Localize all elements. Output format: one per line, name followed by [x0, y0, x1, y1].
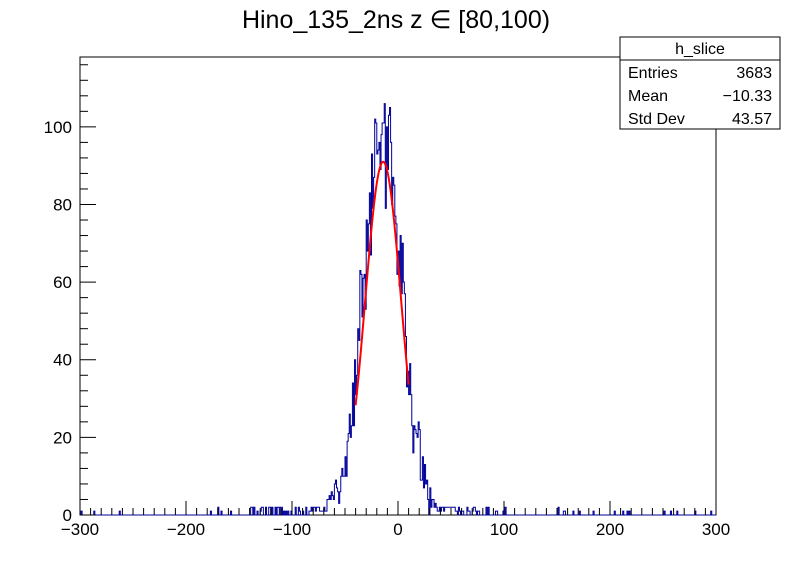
histogram-series: [80, 103, 716, 516]
x-tick-label: −100: [273, 520, 311, 539]
x-tick-label: 300: [702, 520, 730, 539]
stats-mean-label: Mean: [628, 88, 668, 105]
x-axis: −300 −200 −100 0 100 200 300: [61, 501, 730, 539]
y-tick-label: 80: [53, 195, 72, 214]
stats-entries-value: 3683: [736, 65, 772, 82]
stats-box-title: h_slice: [675, 41, 725, 58]
x-tick-label: −300: [61, 520, 99, 539]
stats-stddev-label: Std Dev: [628, 111, 685, 128]
x-tick-label: 0: [393, 520, 402, 539]
fit-curve: [354, 160, 410, 406]
y-tick-label: 100: [44, 118, 72, 137]
y-tick-label: 60: [53, 273, 72, 292]
chart-title: Hino_135_2ns z ∈ [80,100): [242, 6, 550, 34]
stats-mean-value: −10.33: [723, 88, 772, 105]
stats-entries-label: Entries: [628, 65, 678, 82]
y-tick-label: 40: [53, 351, 72, 370]
gaussian-fit: [354, 160, 410, 406]
x-tick-label: 100: [490, 520, 518, 539]
stats-box: h_slice Entries 3683 Mean −10.33 Std Dev…: [619, 36, 781, 130]
y-tick-label: 0: [63, 506, 72, 525]
histogram-outline: [80, 103, 716, 516]
x-tick-label: −200: [167, 520, 205, 539]
y-axis: 0 20 40 60 80 100: [44, 64, 96, 525]
x-tick-label: 200: [596, 520, 624, 539]
y-tick-label: 20: [53, 428, 72, 447]
stats-stddev-value: 43.57: [732, 111, 772, 128]
stats-box-frame: [619, 36, 781, 130]
